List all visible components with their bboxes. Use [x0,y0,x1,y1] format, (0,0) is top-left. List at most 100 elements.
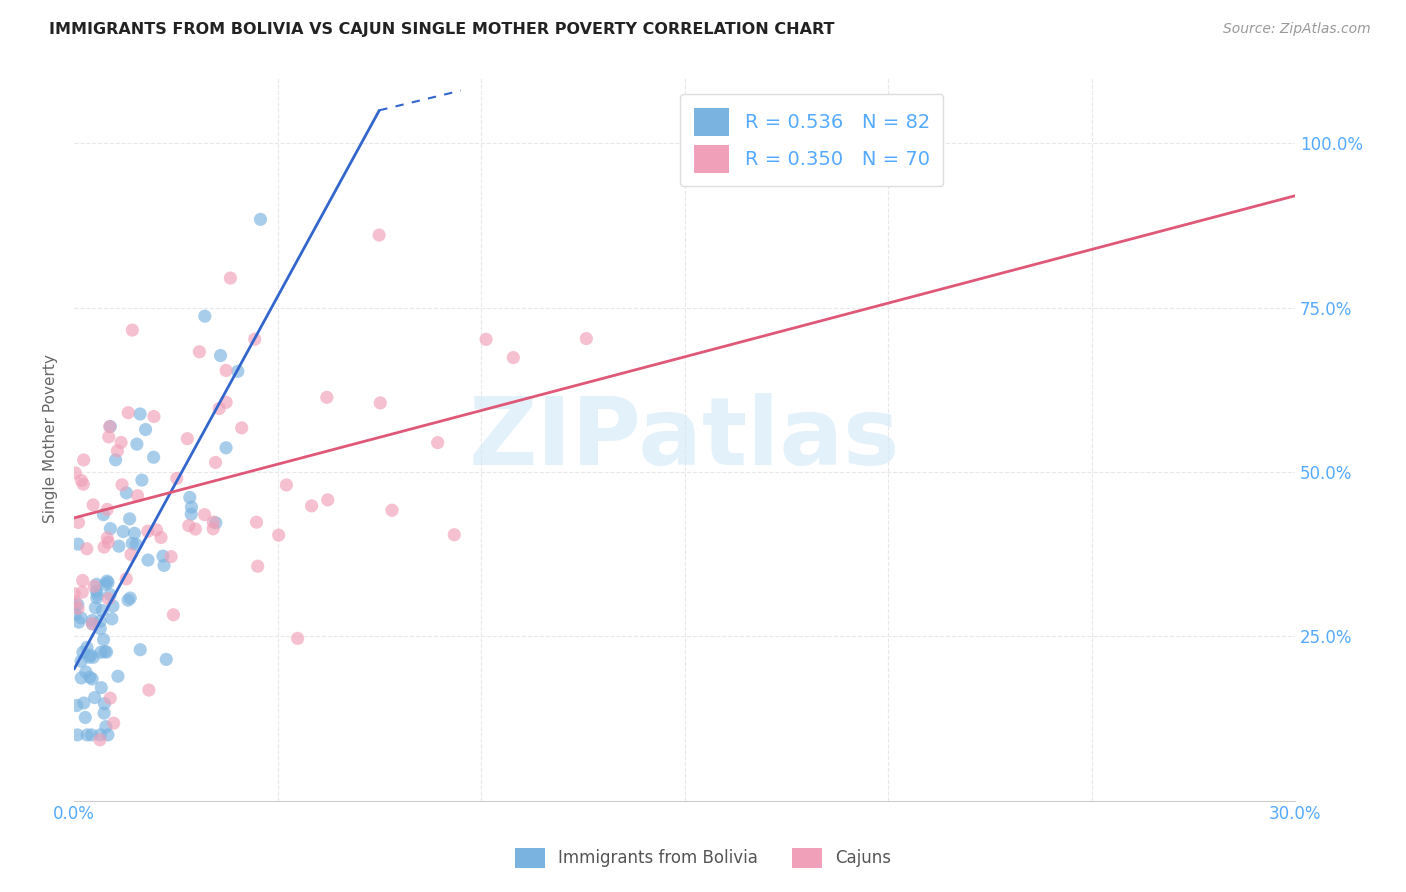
Point [177,518,200,533]
Point [117,593,139,607]
Legend: R = 0.536   N = 82, R = 0.350   N = 70: R = 0.536 N = 82, R = 0.350 N = 70 [681,95,943,186]
Point [82,614,104,628]
Point [426,435,449,450]
Point [73,453,96,467]
Point [180,500,202,515]
Point [188,344,211,359]
Point [100,522,122,536]
Point [226,364,249,378]
Point [101,599,124,613]
Point [70,474,93,488]
Point [80,728,103,742]
Point [98,588,121,602]
Point [72,477,94,491]
Point [86,588,108,602]
Point [66,537,89,551]
Point [97,430,120,444]
Point [131,473,153,487]
Point [202,515,225,529]
Point [127,489,149,503]
Point [475,332,498,346]
Point [243,332,266,346]
Point [115,486,138,500]
Point [93,508,115,522]
Point [231,421,253,435]
Point [70,654,93,668]
Point [108,539,131,553]
Point [67,601,90,615]
Point [215,395,238,409]
Point [125,537,148,551]
Point [105,443,128,458]
Point [443,527,465,541]
Point [118,512,141,526]
Point [86,577,108,591]
Point [246,559,269,574]
Point [160,549,183,564]
Point [75,665,97,679]
Point [89,622,111,636]
Point [72,645,94,659]
Point [120,548,142,562]
Point [124,526,146,541]
Point [82,616,104,631]
Point [89,732,111,747]
Point [67,615,90,630]
Point [97,591,120,606]
Point [179,491,201,505]
Y-axis label: Single Mother Poverty: Single Mother Poverty [44,355,58,524]
Point [316,492,339,507]
Point [136,524,159,539]
Point [138,683,160,698]
Point [97,728,120,742]
Point [245,515,267,529]
Point [104,453,127,467]
Point [72,574,94,588]
Point [98,691,121,706]
Point [94,720,117,734]
Point [76,541,98,556]
Point [276,478,298,492]
Point [84,600,107,615]
Point [67,516,90,530]
Point [65,466,87,480]
Point [63,587,86,601]
Point [82,617,104,632]
Point [112,524,135,539]
Point [129,642,152,657]
Point [63,600,86,615]
Text: Source: ZipAtlas.com: Source: ZipAtlas.com [1223,22,1371,37]
Point [94,645,117,659]
Point [575,332,598,346]
Point [96,531,118,545]
Point [96,502,118,516]
Point [82,650,104,665]
Point [82,498,104,512]
Point [117,406,139,420]
Point [80,648,103,662]
Point [121,323,143,337]
Point [103,716,125,731]
Point [98,419,121,434]
Point [79,670,101,684]
Point [381,503,404,517]
Point [219,271,242,285]
Text: IMMIGRANTS FROM BOLIVIA VS CAJUN SINGLE MOTHER POVERTY CORRELATION CHART: IMMIGRANTS FROM BOLIVIA VS CAJUN SINGLE … [49,22,835,37]
Point [267,528,290,542]
Point [176,432,198,446]
Point [142,409,165,424]
Point [129,407,152,421]
Point [368,396,391,410]
Point [194,309,217,323]
Point [66,728,89,742]
Point [184,522,207,536]
Point [76,728,98,742]
Point [66,598,89,612]
Point [208,401,231,416]
Point [120,591,142,605]
Point [150,531,173,545]
Point [215,441,238,455]
Point [63,595,86,609]
Point [90,645,112,659]
Point [96,574,118,588]
